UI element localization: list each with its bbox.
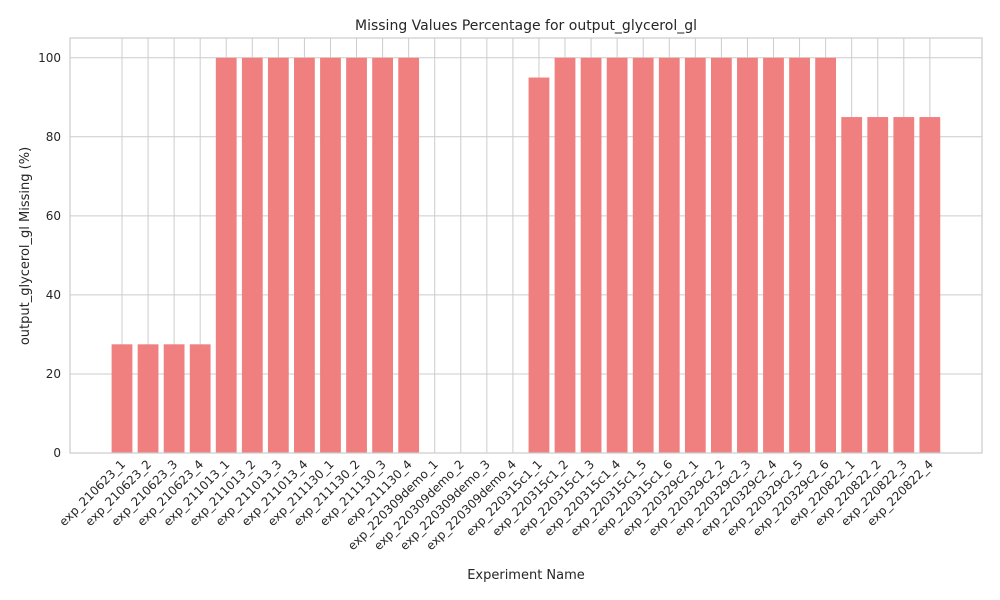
bar: [658, 57, 680, 454]
y-tick-label: 20: [46, 367, 61, 381]
y-axis-title: output_glycerol_gl Missing (%): [18, 147, 33, 345]
bar: [163, 344, 185, 453]
bar: [320, 57, 341, 454]
bar: [737, 57, 758, 454]
bar: [763, 57, 784, 454]
y-axis-ticks: 0 20 40 60 80 100: [38, 51, 61, 460]
bar: [372, 57, 393, 454]
y-tick-label: 100: [38, 51, 61, 65]
bar: [528, 77, 550, 454]
bar: [137, 344, 159, 453]
y-tick-label: 0: [53, 446, 61, 460]
bar: [189, 344, 211, 453]
bar: [398, 57, 420, 454]
bar: [893, 117, 915, 454]
bar: [841, 117, 863, 454]
bar: [632, 57, 654, 454]
bar: [346, 57, 367, 454]
bar: [267, 57, 289, 454]
bar: [789, 57, 810, 454]
chart-title: Missing Values Percentage for output_gly…: [355, 18, 697, 34]
bar: [606, 57, 628, 454]
bar: [111, 344, 133, 453]
bar: [241, 57, 263, 454]
bar: [684, 57, 706, 454]
x-axis-title: Experiment Name: [467, 568, 585, 583]
bar: [580, 57, 602, 454]
y-tick-label: 40: [46, 288, 61, 302]
bar: [867, 117, 889, 454]
bar: [815, 57, 837, 454]
x-axis-ticks: exp_210623_1exp_210623_2exp_210623_3exp_…: [56, 457, 936, 553]
bars: [111, 57, 941, 454]
plot-frame: [69, 37, 983, 454]
bar: [710, 57, 732, 454]
bar: [554, 57, 576, 454]
y-tick-label: 80: [46, 130, 61, 144]
bar: [294, 57, 315, 454]
bar: [919, 117, 941, 454]
y-tick-label: 60: [46, 209, 61, 223]
bar: [215, 57, 237, 454]
